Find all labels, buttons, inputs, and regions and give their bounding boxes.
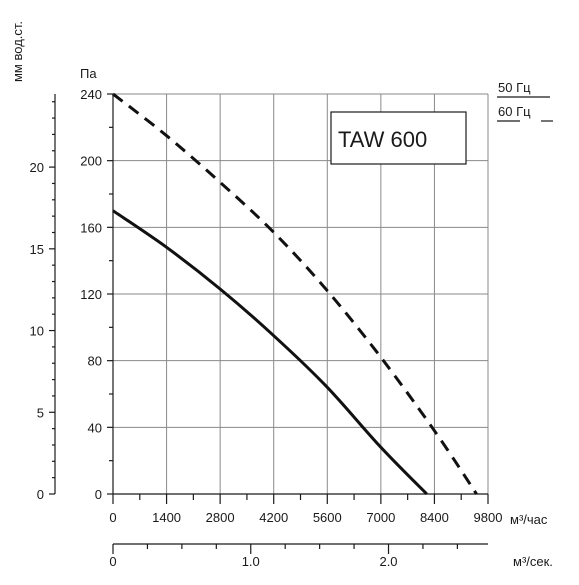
y-axis-label: Па — [80, 66, 97, 81]
x-tick-label-4: 5600 — [313, 510, 342, 525]
y2-tick-label-1: 5 — [37, 405, 44, 420]
y-tick-label-1: 40 — [88, 420, 102, 435]
y-tick-label-5: 200 — [80, 154, 102, 169]
x2-tick-label-1: 1.0 — [242, 554, 260, 569]
series-lines — [112, 92, 478, 496]
x-tick-label-7: 9800 — [474, 510, 503, 525]
series-line-50hz — [112, 209, 428, 496]
x-tick-label-1: 1400 — [152, 510, 181, 525]
y2-axis-label: мм вод.ст. — [10, 21, 25, 82]
x-tick-label-0: 0 — [109, 510, 116, 525]
x-tick-label-2: 2800 — [206, 510, 235, 525]
y2-tick-label-0: 0 — [37, 487, 44, 502]
x2-tick-label-2: 2.0 — [379, 554, 397, 569]
y-tick-label-0: 0 — [95, 487, 102, 502]
series-line-60hz — [112, 92, 478, 495]
x-axis-label: м³/час — [510, 512, 548, 527]
chart-title: TAW 600 — [338, 127, 427, 152]
y-tick-label-2: 80 — [88, 354, 102, 369]
y-tick-label-4: 160 — [80, 220, 102, 235]
y2-tick-label-4: 20 — [30, 160, 44, 175]
y-tick-label-6: 240 — [80, 87, 102, 102]
model-label-box: TAW 600 — [330, 111, 467, 165]
legend: 50 Гц 60 Гц — [497, 80, 553, 122]
x-tick-label-6: 8400 — [420, 510, 449, 525]
x-tick-label-3: 4200 — [259, 510, 288, 525]
legend-entry-50hz: 50 Гц — [498, 80, 531, 95]
y2-tick-label-2: 10 — [30, 324, 44, 339]
y2-tick-label-3: 15 — [30, 242, 44, 257]
x-tick-label-5: 7000 — [366, 510, 395, 525]
y-tick-label-3: 120 — [80, 287, 102, 302]
x2-axis-label: м³/сек. — [513, 554, 553, 569]
legend-entry-60hz: 60 Гц — [498, 104, 531, 119]
x2-tick-label-0: 0 — [109, 554, 116, 569]
